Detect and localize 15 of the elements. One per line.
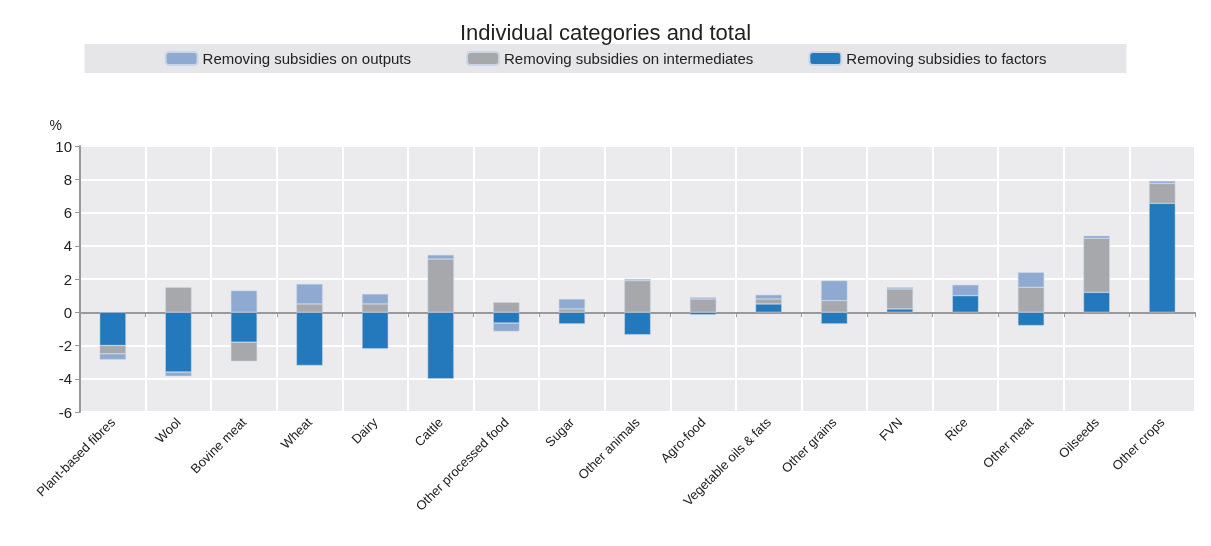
y-tick-label: 6 — [63, 204, 72, 221]
y-tick-label: 8 — [63, 170, 72, 188]
chart-title: Individual categories and total — [459, 19, 752, 45]
x-tick-label: Rice — [941, 414, 971, 444]
y-tick-label: -6 — [58, 403, 72, 421]
y-tick-label: 4 — [63, 237, 72, 255]
y-axis-title: % — [49, 117, 62, 133]
legend-label: Removing subsidies on intermediates — [504, 50, 754, 67]
y-tick-label: -4 — [58, 370, 72, 388]
y-tick-label: 2 — [63, 270, 72, 288]
y-tick-label: -2 — [58, 337, 72, 354]
y-tick-label: 10 — [55, 137, 72, 155]
legend-label: Removing subsidies to factors — [846, 50, 1047, 67]
y-tick-label: 0 — [63, 303, 72, 321]
legend-label: Removing subsidies on outputs — [202, 50, 412, 67]
